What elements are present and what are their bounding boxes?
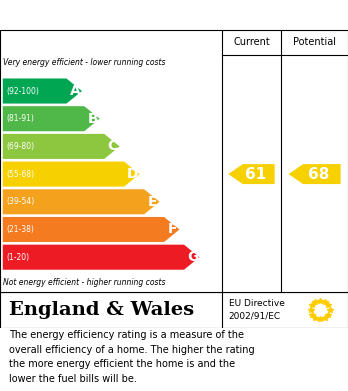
Text: EU Directive: EU Directive xyxy=(229,299,285,308)
Text: G: G xyxy=(187,250,198,264)
Text: 2002/91/EC: 2002/91/EC xyxy=(229,312,281,321)
Text: England & Wales: England & Wales xyxy=(9,301,194,319)
Text: (92-100): (92-100) xyxy=(6,86,39,95)
Text: Potential: Potential xyxy=(293,38,336,47)
Polygon shape xyxy=(3,134,120,159)
Text: The energy efficiency rating is a measure of the
overall efficiency of a home. T: The energy efficiency rating is a measur… xyxy=(9,330,254,384)
Text: B: B xyxy=(87,112,98,126)
Text: Energy Efficiency Rating: Energy Efficiency Rating xyxy=(9,7,219,23)
Text: 61: 61 xyxy=(245,167,266,181)
Polygon shape xyxy=(3,245,199,270)
Polygon shape xyxy=(3,106,100,131)
Polygon shape xyxy=(228,164,275,184)
Text: (1-20): (1-20) xyxy=(6,253,29,262)
Polygon shape xyxy=(3,189,159,214)
Text: C: C xyxy=(108,140,118,153)
Text: (39-54): (39-54) xyxy=(6,197,34,206)
Text: D: D xyxy=(127,167,139,181)
Text: (69-80): (69-80) xyxy=(6,142,34,151)
Text: Current: Current xyxy=(233,38,270,47)
Text: Very energy efficient - lower running costs: Very energy efficient - lower running co… xyxy=(3,57,166,66)
Text: F: F xyxy=(168,222,177,237)
Polygon shape xyxy=(3,217,180,242)
Polygon shape xyxy=(288,164,341,184)
Text: A: A xyxy=(70,84,80,98)
Text: (21-38): (21-38) xyxy=(6,225,34,234)
Text: (81-91): (81-91) xyxy=(6,114,34,123)
Text: (55-68): (55-68) xyxy=(6,170,34,179)
Text: Not energy efficient - higher running costs: Not energy efficient - higher running co… xyxy=(3,278,166,287)
Text: E: E xyxy=(148,195,157,209)
Polygon shape xyxy=(3,161,140,187)
Polygon shape xyxy=(3,79,82,104)
Text: 68: 68 xyxy=(308,167,330,181)
